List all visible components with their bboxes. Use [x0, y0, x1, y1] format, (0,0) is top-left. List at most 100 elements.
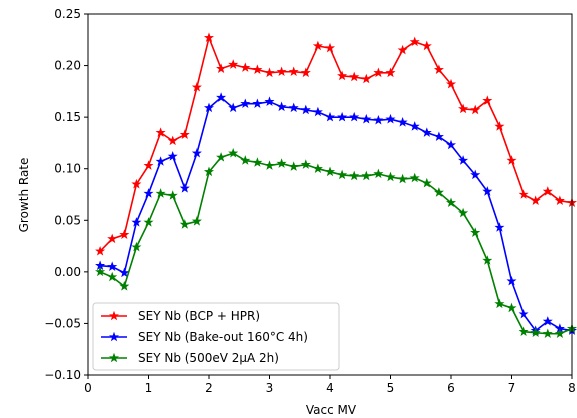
- y-tick-label: 0.15: [54, 110, 81, 124]
- legend-entry-3: SEY Nb (500eV 2μA 2h): [101, 351, 279, 365]
- data-point: [470, 169, 481, 180]
- data-point: [337, 169, 348, 180]
- data-point: [482, 255, 493, 265]
- x-tick-label: 1: [145, 381, 153, 395]
- data-point: [119, 229, 130, 240]
- x-axis-label: Vacc MV: [306, 403, 357, 417]
- data-point: [300, 104, 311, 115]
- data-point: [276, 66, 287, 77]
- data-point: [445, 139, 457, 150]
- x-tick-label: 3: [266, 381, 274, 395]
- data-point: [191, 147, 202, 158]
- data-point: [337, 70, 348, 81]
- series-line-2: [100, 96, 573, 332]
- data-point: [433, 131, 444, 142]
- data-point: [421, 127, 432, 137]
- data-point: [264, 160, 275, 170]
- data-point: [288, 66, 299, 77]
- data-point: [143, 188, 154, 198]
- data-point: [203, 32, 215, 42]
- data-point: [494, 222, 505, 232]
- data-point: [470, 227, 481, 237]
- data-point: [288, 102, 299, 113]
- data-point: [288, 161, 299, 171]
- data-point: [433, 64, 444, 74]
- data-point: [458, 155, 469, 165]
- data-point: [228, 147, 239, 158]
- x-tick-label: 7: [508, 381, 516, 395]
- y-tick-label: 0.25: [54, 7, 81, 21]
- data-point: [433, 187, 444, 197]
- x-tick-label: 4: [326, 381, 334, 395]
- legend-label: SEY Nb (BCP + HPR): [138, 309, 260, 323]
- data-point: [337, 111, 348, 122]
- data-point: [312, 106, 323, 117]
- data-point: [203, 102, 215, 113]
- data-point: [131, 178, 142, 189]
- y-tick-label: 0.10: [54, 162, 81, 176]
- data-point: [95, 266, 106, 277]
- series-line-3: [99, 152, 573, 335]
- legend-marker: [108, 352, 120, 363]
- data-point: [107, 261, 118, 271]
- data-point: [324, 166, 336, 177]
- data-point: [276, 158, 287, 168]
- data-point: [264, 67, 275, 78]
- data-point: [421, 177, 432, 188]
- data-point: [482, 186, 493, 196]
- data-point: [179, 183, 190, 193]
- data-point: [143, 217, 154, 227]
- data-point: [373, 168, 384, 179]
- data-point: [530, 327, 541, 337]
- data-point: [131, 241, 142, 252]
- data-point: [252, 157, 263, 167]
- data-point: [216, 152, 227, 162]
- data-point: [385, 113, 396, 124]
- data-point: [506, 155, 517, 165]
- data-point: [107, 271, 118, 282]
- y-axis-label: Growth Rate: [17, 158, 31, 233]
- y-tick-label: 0.20: [54, 59, 81, 73]
- series-1: [95, 32, 577, 256]
- data-point: [312, 163, 323, 173]
- data-point: [131, 217, 142, 227]
- legend-marker: [108, 331, 120, 342]
- y-tick-label: −0.05: [44, 316, 81, 330]
- data-point: [445, 78, 457, 89]
- data-point: [252, 98, 263, 109]
- data-point: [119, 267, 130, 278]
- data-point: [542, 316, 553, 326]
- y-tick-label: 0.05: [54, 213, 81, 227]
- data-point: [167, 190, 178, 200]
- data-point: [554, 195, 565, 205]
- data-point: [252, 64, 263, 74]
- data-point: [143, 160, 154, 170]
- data-point: [421, 40, 432, 51]
- data-point: [385, 171, 396, 182]
- data-point: [107, 233, 118, 244]
- data-point: [361, 113, 372, 124]
- data-point: [240, 98, 251, 109]
- data-point: [458, 103, 469, 114]
- legend-label: SEY Nb (Bake-out 160°C 4h): [138, 330, 308, 344]
- data-point: [530, 195, 541, 205]
- data-point: [216, 63, 227, 73]
- data-point: [216, 92, 227, 102]
- data-point: [324, 111, 336, 122]
- data-point: [373, 114, 384, 125]
- y-tick-label: 0.00: [54, 265, 81, 279]
- data-point: [312, 40, 323, 51]
- legend-entry-2: SEY Nb (Bake-out 160°C 4h): [101, 330, 308, 344]
- data-point: [240, 155, 251, 165]
- series-2: [95, 92, 577, 335]
- data-point: [119, 281, 130, 291]
- data-point: [95, 245, 106, 256]
- data-point: [349, 111, 360, 122]
- x-tick-label: 8: [568, 381, 576, 395]
- data-point: [167, 135, 178, 146]
- data-point: [155, 156, 166, 166]
- plot-area: [95, 32, 577, 339]
- data-point: [203, 166, 215, 177]
- data-point: [264, 96, 275, 106]
